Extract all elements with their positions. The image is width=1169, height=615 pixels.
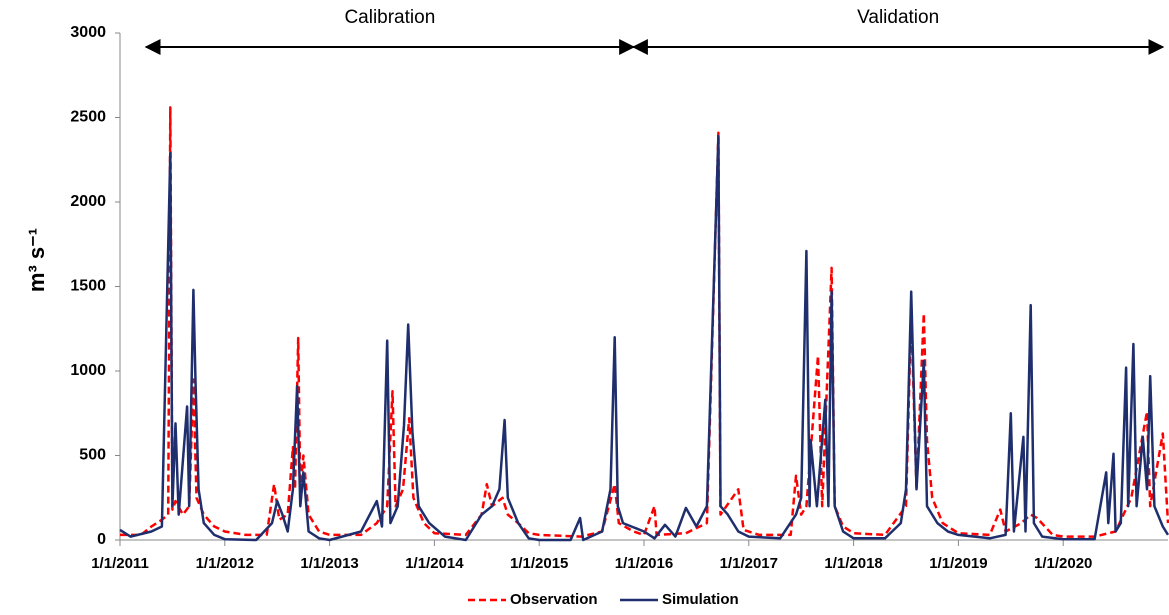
legend-label: Observation	[510, 591, 598, 608]
y-tick-label: 2500	[70, 109, 106, 126]
y-tick-label: 1000	[70, 362, 106, 379]
x-tick-label: 1/1/2011	[91, 555, 149, 572]
y-tick-label: 2000	[70, 193, 106, 210]
period-label: Validation	[857, 7, 939, 28]
x-tick-label: 1/1/2012	[196, 555, 254, 572]
y-axis-label: m³ s⁻¹	[24, 228, 49, 292]
x-tick-label: 1/1/2020	[1034, 555, 1092, 572]
y-tick-label: 3000	[70, 24, 106, 41]
series-line	[119, 134, 1169, 542]
period-label: Calibration	[344, 7, 435, 28]
x-tick-label: 1/1/2017	[720, 555, 778, 572]
x-tick-label: 1/1/2018	[824, 555, 882, 572]
y-tick-label: 0	[97, 531, 106, 548]
legend-label: Simulation	[662, 591, 739, 608]
x-tick-label: 1/1/2013	[300, 555, 358, 572]
series-line	[120, 106, 1169, 538]
x-tick-label: 1/1/2016	[615, 555, 673, 572]
x-tick-label: 1/1/2014	[405, 555, 464, 572]
x-tick-label: 1/1/2019	[929, 555, 987, 572]
y-tick-label: 500	[79, 447, 106, 464]
y-tick-label: 1500	[70, 278, 106, 295]
x-tick-label: 1/1/2015	[510, 555, 568, 572]
